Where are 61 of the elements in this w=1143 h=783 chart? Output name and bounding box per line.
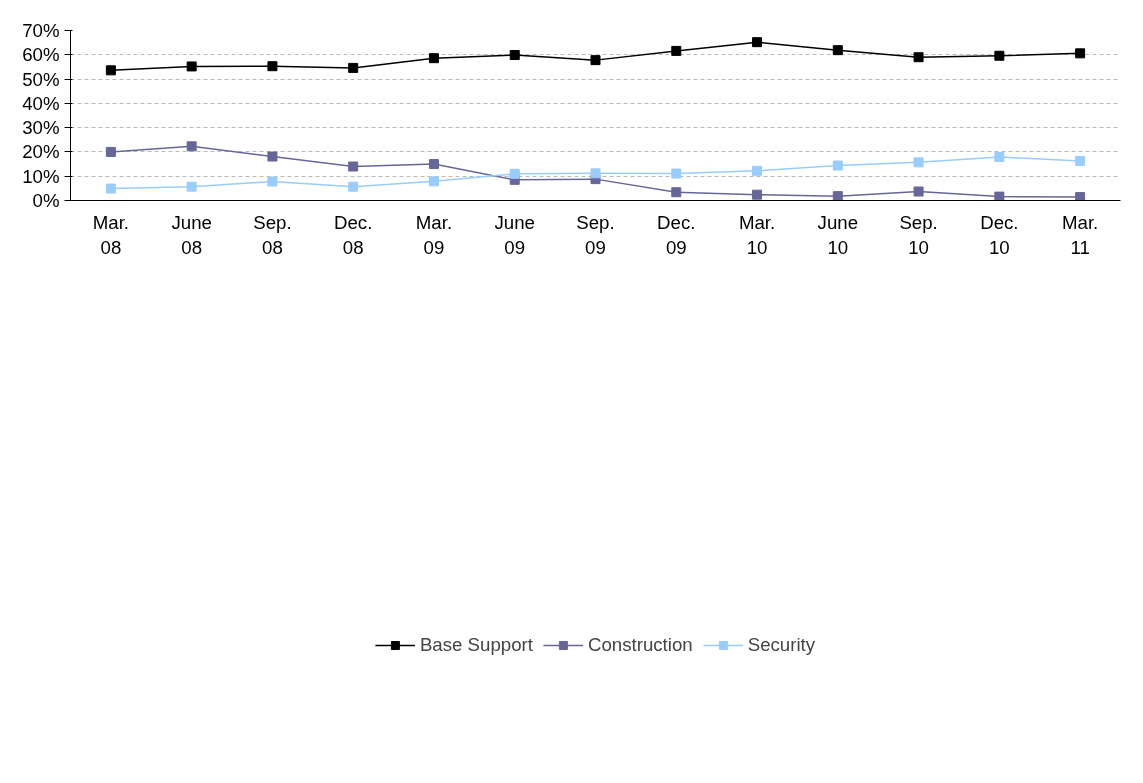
point (105, 183, 116, 194)
point (832, 45, 843, 56)
x-tick-label: Sep. 10 (899, 211, 938, 258)
x-tick-label: Sep. 08 (253, 211, 292, 258)
x-tick-label: Mar. 10 (738, 211, 776, 258)
y-tick-label: 0% (32, 190, 60, 211)
point (752, 37, 763, 48)
x-tick-label: Sep. 09 (576, 211, 615, 258)
point (186, 61, 197, 72)
point (105, 65, 116, 76)
point (267, 176, 278, 187)
x-tick-label: Mar. 09 (415, 211, 453, 258)
legend-label: Security (747, 633, 816, 656)
point (832, 160, 843, 171)
y-tick-label: 50% (22, 68, 60, 90)
point (348, 62, 359, 73)
point (1075, 192, 1086, 201)
x-tick-label: Dec. 08 (334, 211, 373, 258)
point (994, 50, 1005, 61)
point (105, 146, 116, 157)
point (348, 161, 359, 172)
point (832, 191, 843, 201)
point (1075, 48, 1086, 59)
point (428, 53, 439, 64)
point (428, 159, 439, 170)
point (590, 168, 601, 179)
legend-label: Base Support (419, 633, 533, 656)
y-tick-label: 40% (22, 92, 60, 114)
x-tick-label: June 10 (817, 211, 859, 258)
point (267, 61, 278, 72)
point (1075, 155, 1086, 166)
point (428, 176, 439, 187)
x-tick-label: Mar. 08 (92, 211, 130, 258)
point (913, 186, 924, 197)
point (994, 191, 1005, 201)
point (913, 157, 924, 168)
point (186, 181, 197, 192)
point (186, 141, 197, 152)
x-tick-label: Mar. 11 (1061, 211, 1099, 258)
point (348, 181, 359, 192)
x-tick-label: June 08 (171, 211, 212, 258)
point (671, 45, 682, 56)
y-tick-label: 20% (22, 141, 60, 163)
point (752, 165, 763, 176)
point (671, 187, 682, 198)
y-tick-label: 10% (22, 165, 60, 187)
point (994, 152, 1005, 163)
point (671, 168, 682, 179)
point (509, 168, 520, 179)
point (913, 52, 924, 63)
point (752, 189, 763, 200)
legend-label: Construction (587, 633, 693, 656)
point (267, 151, 278, 162)
point (590, 55, 601, 66)
x-tick-label: Dec. 09 (657, 211, 696, 258)
x-tick-label: June 09 (494, 211, 535, 258)
y-tick-label: 30% (22, 117, 60, 139)
point (509, 50, 520, 61)
x-tick-label: Dec. 10 (980, 211, 1019, 258)
y-tick-label: 60% (22, 44, 60, 66)
y-tick-label: 70% (22, 20, 60, 41)
